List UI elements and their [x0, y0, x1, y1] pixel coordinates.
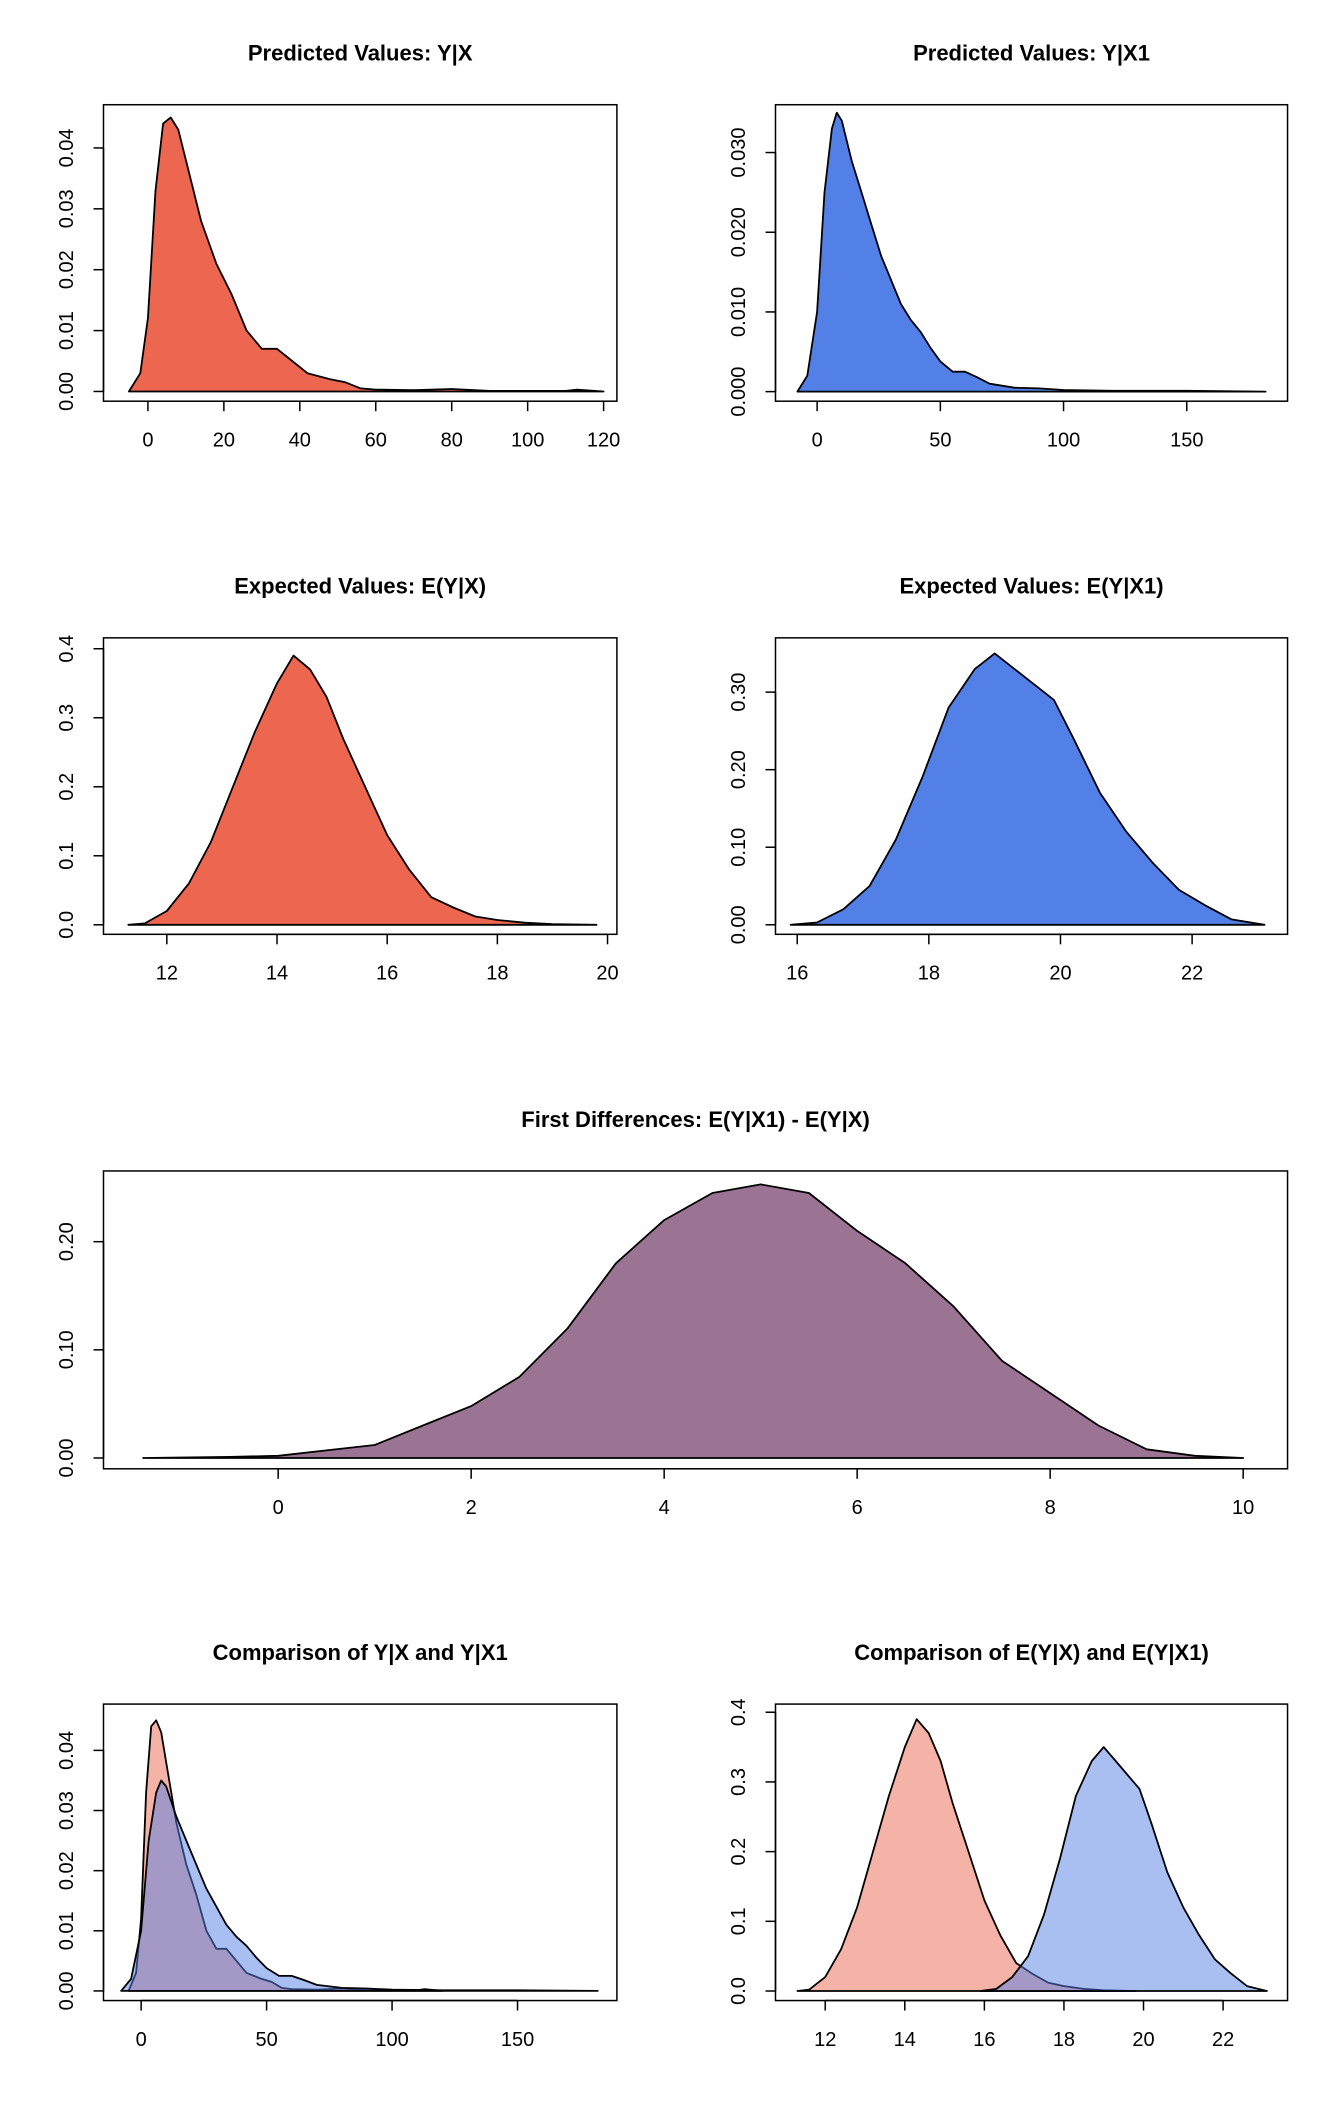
x-tick-label: 100 [1047, 429, 1080, 451]
x-tick-label: 0 [136, 2029, 147, 2051]
y-tick-label: 0.20 [56, 1222, 78, 1261]
y-tick-label: 0.02 [56, 250, 78, 289]
x-tick-label: 22 [1181, 963, 1203, 985]
y-tick-label: 0.3 [728, 1768, 750, 1796]
y-tick-label: 0.04 [56, 128, 78, 167]
y-tick-label: 0.000 [728, 367, 750, 417]
x-tick-label: 8 [1045, 1497, 1056, 1519]
y-tick-label: 0.4 [728, 1698, 750, 1726]
x-tick-label: 50 [255, 2029, 277, 2051]
chart-title: Comparison of E(Y|X) and E(Y|X1) [854, 1640, 1209, 1665]
y-tick-label: 0.010 [728, 287, 750, 337]
density-area [127, 654, 598, 926]
x-tick-label: 100 [375, 2029, 408, 2051]
x-tick-label: 80 [441, 429, 463, 451]
y-tick-label: 0.2 [728, 1838, 750, 1866]
x-tick-label: 20 [1132, 2029, 1154, 2051]
x-tick-label: 14 [894, 2029, 916, 2051]
x-tick-label: 150 [501, 2029, 534, 2051]
x-tick-label: 6 [852, 1497, 863, 1519]
x-tick-label: 12 [156, 963, 178, 985]
chart-title: Predicted Values: Y|X1 [913, 41, 1150, 66]
x-tick-label: 4 [659, 1497, 670, 1519]
y-tick-label: 0.00 [728, 905, 750, 944]
y-tick-label: 0.10 [56, 1330, 78, 1369]
x-tick-label: 50 [929, 429, 951, 451]
x-tick-label: 18 [486, 963, 508, 985]
y-tick-label: 0.10 [728, 828, 750, 867]
x-tick-label: 20 [1049, 963, 1071, 985]
y-tick-label: 0.02 [56, 1851, 78, 1890]
y-tick-label: 0.04 [56, 1731, 78, 1770]
y-tick-label: 0.03 [56, 189, 78, 228]
x-tick-label: 150 [1170, 429, 1203, 451]
x-tick-label: 16 [376, 963, 398, 985]
chart-title: Expected Values: E(Y|X) [234, 574, 486, 599]
x-tick-label: 22 [1212, 2029, 1234, 2051]
chart-title: Comparison of Y|X and Y|X1 [213, 1640, 508, 1665]
x-tick-label: 40 [289, 429, 311, 451]
density-area [789, 652, 1266, 926]
x-tick-label: 10 [1232, 1497, 1254, 1519]
density-area [142, 1183, 1245, 1459]
x-tick-label: 0 [812, 429, 823, 451]
x-tick-label: 14 [266, 963, 288, 985]
x-tick-label: 16 [973, 2029, 995, 2051]
density-area [120, 1779, 599, 1992]
y-tick-label: 0.00 [56, 372, 78, 411]
x-tick-label: 18 [918, 963, 940, 985]
y-tick-label: 0.03 [56, 1791, 78, 1830]
x-tick-label: 100 [511, 429, 544, 451]
x-tick-label: 60 [365, 429, 387, 451]
y-tick-label: 0.00 [56, 1971, 78, 2010]
y-tick-label: 0.1 [56, 842, 78, 870]
x-tick-label: 120 [587, 429, 620, 451]
x-tick-label: 20 [596, 963, 618, 985]
y-tick-label: 0.3 [56, 704, 78, 732]
y-tick-label: 0.01 [56, 311, 78, 350]
x-tick-label: 18 [1053, 2029, 1075, 2051]
y-tick-label: 0.01 [56, 1911, 78, 1950]
y-tick-label: 0.30 [728, 673, 750, 712]
y-tick-label: 0.20 [728, 750, 750, 789]
y-tick-label: 0.020 [728, 207, 750, 257]
x-tick-label: 0 [273, 1497, 284, 1519]
x-tick-label: 16 [786, 963, 808, 985]
x-tick-label: 12 [814, 2029, 836, 2051]
chart-title: First Differences: E(Y|X1) - E(Y|X) [521, 1107, 870, 1132]
y-tick-label: 0.2 [56, 773, 78, 801]
density-area [979, 1746, 1268, 1992]
x-tick-label: 2 [466, 1497, 477, 1519]
y-tick-label: 0.0 [728, 1977, 750, 2005]
density-area [796, 111, 1267, 393]
density-area [127, 116, 605, 393]
y-tick-label: 0.1 [728, 1907, 750, 1935]
chart-title: Predicted Values: Y|X [248, 41, 473, 66]
x-tick-label: 20 [213, 429, 235, 451]
y-tick-label: 0.0 [56, 911, 78, 939]
y-tick-label: 0.4 [56, 635, 78, 663]
x-tick-label: 0 [142, 429, 153, 451]
y-tick-label: 0.00 [56, 1439, 78, 1478]
chart-title: Expected Values: E(Y|X1) [899, 574, 1163, 599]
y-tick-label: 0.030 [728, 128, 750, 178]
